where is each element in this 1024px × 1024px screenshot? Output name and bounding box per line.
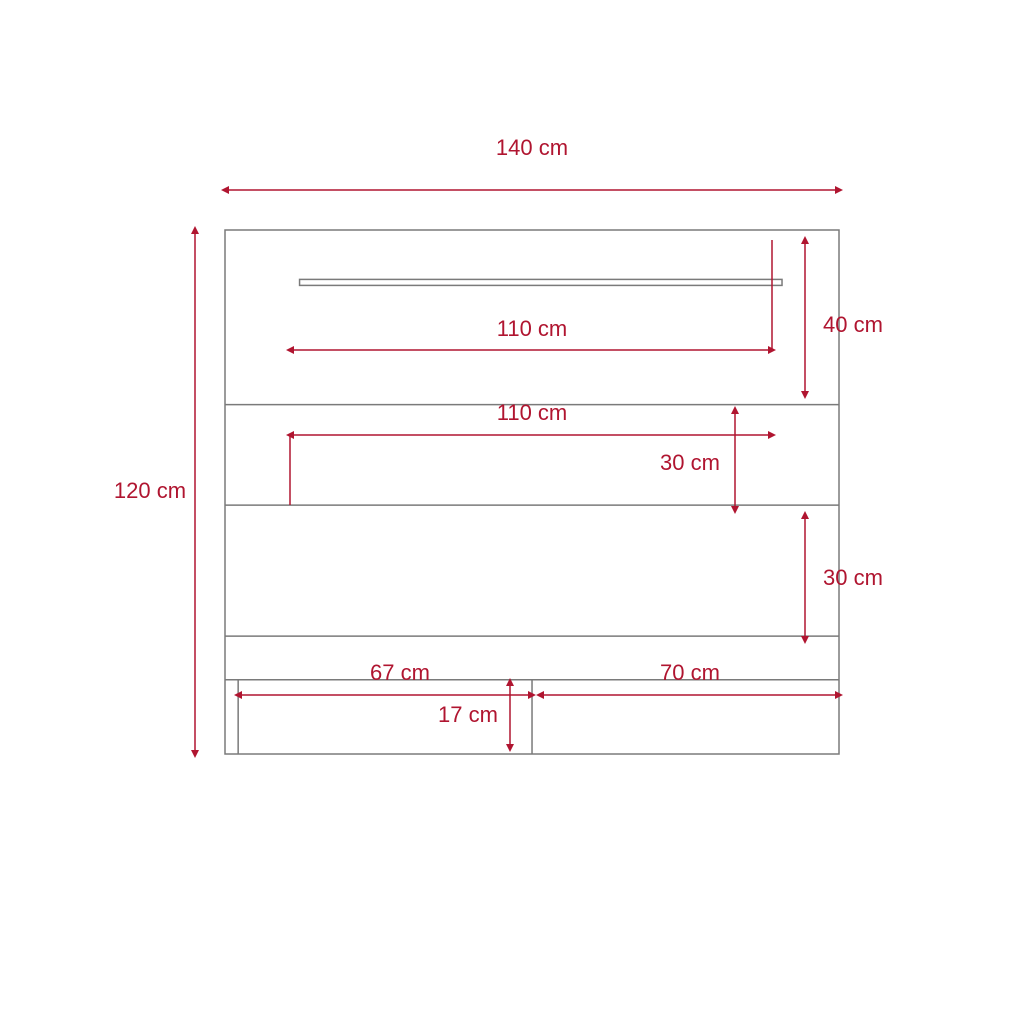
dim-label-mid-30a: 30 cm — [660, 450, 720, 475]
dim-label-shelf-17: 17 cm — [438, 702, 498, 727]
dim-top-40: 40 cm — [805, 240, 883, 395]
dim-label-shelf-67: 67 cm — [370, 660, 430, 685]
dim-label-total-width: 140 cm — [496, 135, 568, 160]
dim-shelf-67: 67 cm — [238, 660, 532, 695]
dim-label-mid-30b: 30 cm — [823, 565, 883, 590]
dim-top-110: 110 cm — [290, 240, 772, 350]
dim-label-top-110: 110 cm — [497, 316, 568, 341]
dim-mid-30b: 30 cm — [805, 515, 883, 640]
dim-label-shelf-70: 70 cm — [660, 660, 720, 685]
dim-label-total-height: 120 cm — [114, 478, 186, 503]
dim-label-top-40: 40 cm — [823, 312, 883, 337]
dim-mid-30a: 30 cm — [660, 410, 735, 510]
dim-shelf-17: 17 cm — [438, 682, 510, 748]
dim-shelf-70: 70 cm — [540, 660, 839, 695]
dim-total-width: 140 cm — [225, 135, 839, 190]
dim-label-mid-110: 110 cm — [497, 400, 568, 425]
dim-total-height: 120 cm — [114, 230, 195, 754]
furniture-outline — [225, 230, 839, 754]
dimensions: 140 cm 120 cm 40 cm 110 cm 110 cm 30 cm 30 cm 6… — [114, 135, 883, 754]
